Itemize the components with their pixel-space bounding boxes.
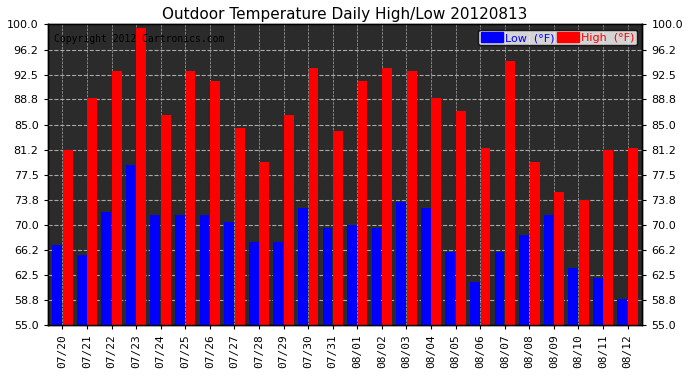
- Bar: [333, 132, 343, 325]
- Bar: [284, 115, 294, 325]
- Bar: [446, 252, 455, 325]
- Bar: [593, 279, 602, 325]
- Bar: [199, 215, 210, 325]
- Text: Copyright 2012 Cartronics.com: Copyright 2012 Cartronics.com: [54, 33, 224, 44]
- Bar: [357, 81, 368, 325]
- Bar: [396, 202, 406, 325]
- Bar: [150, 215, 160, 325]
- Bar: [544, 215, 553, 325]
- Bar: [175, 215, 185, 325]
- Bar: [372, 228, 382, 325]
- Bar: [505, 61, 515, 325]
- Bar: [186, 71, 195, 325]
- Legend: Low  (°F), High  (°F): Low (°F), High (°F): [478, 30, 637, 45]
- Bar: [88, 98, 97, 325]
- Bar: [456, 111, 466, 325]
- Bar: [126, 165, 136, 325]
- Bar: [161, 115, 171, 325]
- Bar: [618, 298, 627, 325]
- Bar: [112, 71, 121, 325]
- Bar: [480, 148, 491, 325]
- Bar: [249, 242, 259, 325]
- Bar: [52, 245, 62, 325]
- Bar: [407, 71, 417, 325]
- Bar: [382, 68, 392, 325]
- Bar: [259, 162, 269, 325]
- Bar: [298, 208, 308, 325]
- Bar: [224, 222, 234, 325]
- Bar: [519, 235, 529, 325]
- Bar: [569, 268, 578, 325]
- Bar: [137, 28, 146, 325]
- Bar: [495, 252, 504, 325]
- Bar: [273, 242, 283, 325]
- Bar: [347, 225, 357, 325]
- Bar: [628, 148, 638, 325]
- Bar: [235, 128, 244, 325]
- Bar: [431, 98, 441, 325]
- Bar: [210, 81, 220, 325]
- Bar: [421, 208, 431, 325]
- Bar: [554, 192, 564, 325]
- Bar: [63, 150, 72, 325]
- Bar: [101, 211, 111, 325]
- Bar: [530, 162, 540, 325]
- Bar: [470, 282, 480, 325]
- Bar: [604, 150, 613, 325]
- Title: Outdoor Temperature Daily High/Low 20120813: Outdoor Temperature Daily High/Low 20120…: [162, 7, 528, 22]
- Bar: [77, 255, 86, 325]
- Bar: [308, 68, 318, 325]
- Bar: [322, 228, 333, 325]
- Bar: [579, 200, 589, 325]
